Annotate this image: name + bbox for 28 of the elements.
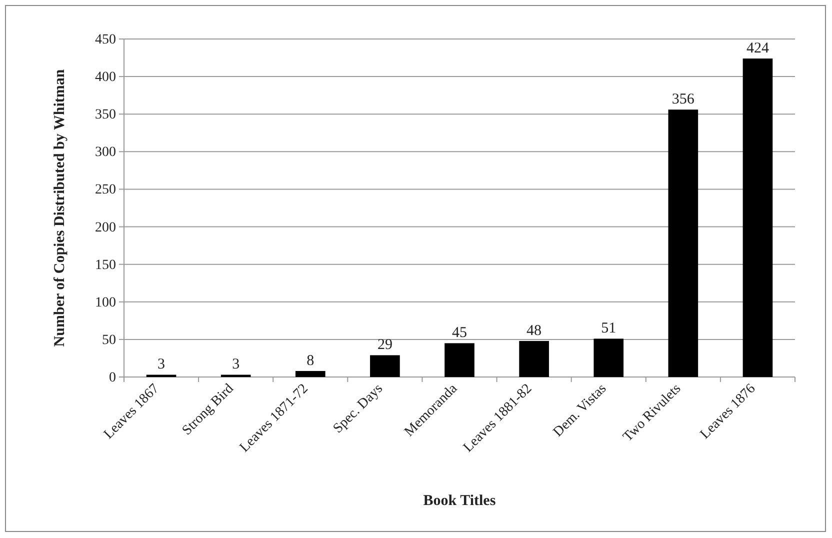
y-tick-label: 250 [95,182,116,198]
y-tick-label: 350 [95,108,116,123]
data-label: 45 [452,325,467,342]
bar [519,340,549,377]
y-tick-label: 200 [95,220,116,236]
data-label: 48 [526,322,542,339]
bar [370,355,400,377]
bar [668,110,698,377]
y-tick-label: 150 [95,258,116,273]
y-tick-label: 300 [95,145,116,160]
data-label: 424 [746,40,770,57]
bar [444,343,474,377]
data-label: 8 [306,352,314,369]
data-label: 51 [601,320,616,337]
y-tick-label: 400 [95,70,116,86]
bar [295,370,326,377]
bar [742,58,773,377]
y-tick-label: 50 [102,332,116,348]
data-label: 29 [377,337,392,354]
y-tick-label: 450 [95,32,116,48]
data-label: 3 [232,356,240,373]
data-label: 3 [158,356,166,373]
y-tick-label: 100 [95,295,116,310]
y-axis-title: Number of Copies Distributed by Whitman [52,68,68,347]
data-label: 356 [672,92,695,108]
y-tick-label: 0 [109,370,116,386]
x-axis-title: Book Titles [423,493,496,509]
bar [594,338,624,377]
